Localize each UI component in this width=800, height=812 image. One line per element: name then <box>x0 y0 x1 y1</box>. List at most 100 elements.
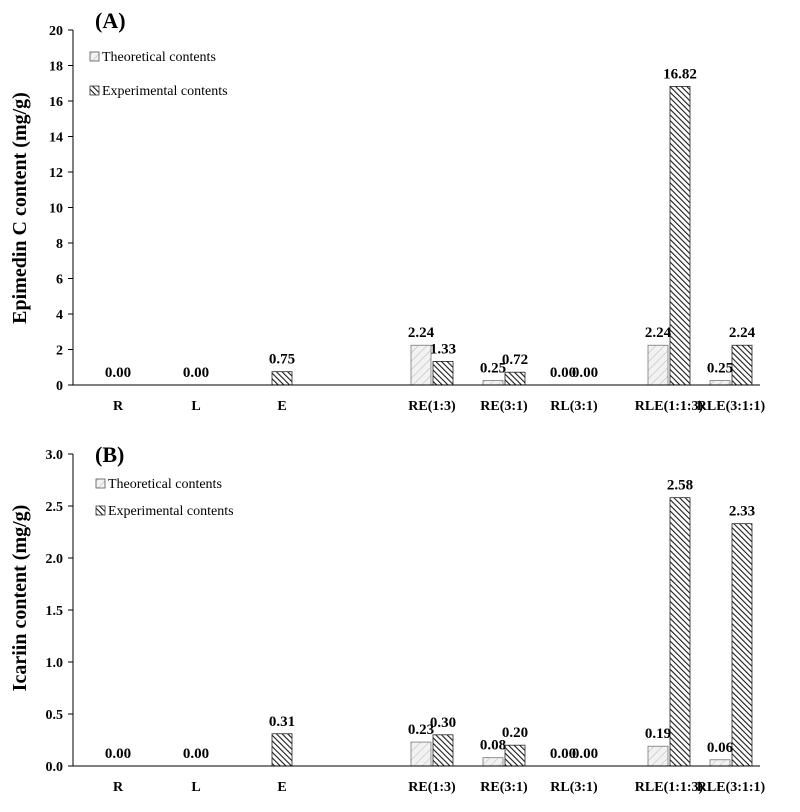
panel-b-legend: Theoretical contents Experimental conten… <box>95 477 234 519</box>
panel-b-legend-theoretical-label: Theoretical contents <box>108 477 222 492</box>
panel-a-category-labels: R L E RE(1:3) RE(3:1) RL(3:1) RLE(1:1:3)RLE(3:… <box>113 399 766 414</box>
panel-a-y-tick-label: 10 <box>49 202 63 217</box>
panel-a-data-label-theoretical: 0.00 <box>550 365 576 381</box>
panel-b-category-label: R <box>113 780 124 795</box>
panel-a-legend-theoretical-label: Theoretical contents <box>102 50 216 65</box>
panel-a-data-label-experimental: 0.00 <box>105 365 131 381</box>
panel-b-bar-theoretical <box>709 759 731 767</box>
panel-a-legend: Theoretical contents Experimental conten… <box>89 50 228 99</box>
panel-b-data-label-experimental: 0.00 <box>105 746 131 762</box>
panel-b-data-label-experimental: 0.31 <box>269 714 295 730</box>
panel-a-y-tick-label: 18 <box>49 60 63 75</box>
panel-b-data-label-experimental: 0.00 <box>572 746 598 762</box>
panel-a-y-tick-label: 12 <box>49 166 63 181</box>
panel-a-y-tick-label: 8 <box>56 237 63 252</box>
panel-b-data-label-theoretical: 0.19 <box>645 726 671 742</box>
panel-a-bar-experimental <box>271 371 293 386</box>
panel-b-category-label: RLE(3:1:1) <box>697 780 766 795</box>
panel-b-bar-experimental <box>669 497 691 767</box>
panel-b-category-label: RE(3:1) <box>480 780 528 795</box>
panel-b-y-tick-label: 2.0 <box>46 552 64 567</box>
panel-a-bar-experimental <box>504 371 526 386</box>
panel-a-y-axis-label: Epimedin C content (mg/g) <box>9 92 31 324</box>
panel-b-bar-experimental <box>504 744 526 767</box>
panel-a-title: (A) <box>95 8 126 33</box>
panel-b-bar-experimental <box>432 734 454 767</box>
panel-b-bar-theoretical <box>647 745 669 767</box>
panel-b-bar-experimental <box>731 523 753 767</box>
panel-a-data-label-theoretical: 0.25 <box>480 361 506 377</box>
panel-a-category-label: L <box>191 399 200 414</box>
panel-b-category-label: RL(3:1) <box>550 780 598 795</box>
panel-a-data-label-experimental: 0.75 <box>269 352 295 368</box>
panel-b-data-label-experimental: 0.30 <box>430 715 456 731</box>
panel-a-category-label: RLE(3:1:1) <box>697 399 766 414</box>
panel-b-data-label-theoretical: 0.08 <box>480 738 506 754</box>
panel-a-data-label-experimental: 0.00 <box>183 365 209 381</box>
panel-b: Icariin content (mg/g) (B) 0.0 0.5 1.0 1.5 2… <box>9 442 766 795</box>
panel-a-y-tick-label: 16 <box>49 95 63 110</box>
panel-b-legend-experimental-label: Experimental contents <box>108 504 234 519</box>
panel-b-y-tick-label: 0.5 <box>46 708 64 723</box>
panel-a-data-label-experimental: 16.82 <box>663 66 697 82</box>
panel-b-legend-experimental-swatch <box>95 505 106 516</box>
panel-a-y-tick-label: 14 <box>49 131 63 146</box>
panel-b-bar-theoretical <box>410 741 432 767</box>
panel-a-y-tick-label: 0 <box>56 379 63 394</box>
panel-a-bar-theoretical <box>482 380 504 386</box>
panel-a-bar-experimental <box>669 86 691 386</box>
panel-a-data-label-experimental: 1.33 <box>430 341 456 357</box>
panel-b-category-label: L <box>191 780 200 795</box>
panel-b-data-label-theoretical: 0.06 <box>707 740 734 756</box>
panel-b-y-ticks: 0.0 0.5 1.0 1.5 2.0 2.5 3.0 <box>46 448 73 775</box>
panel-b-category-label: E <box>277 780 286 795</box>
panel-a-category-label: RLE(1:1:3) <box>635 399 704 414</box>
panel-b-bars <box>271 497 753 767</box>
panel-a-bar-experimental <box>432 360 454 386</box>
panel-a-legend-experimental-swatch <box>89 85 100 96</box>
panel-a-category-label: RE(3:1) <box>480 399 528 414</box>
panel-b-data-label-experimental: 2.33 <box>729 504 755 520</box>
panel-a-category-label: R <box>113 399 124 414</box>
panel-b-y-tick-label: 1.0 <box>46 656 64 671</box>
panel-a: Epimedin C content (mg/g) (A) 0 2 4 6 8 10 12 1… <box>9 8 766 414</box>
panel-a-bar-experimental <box>731 344 753 386</box>
panel-b-y-axis-label: Icariin content (mg/g) <box>9 505 31 692</box>
panel-a-data-label-experimental: 2.24 <box>729 325 756 341</box>
panel-b-data-label-theoretical: 0.00 <box>550 746 576 762</box>
panel-b-legend-theoretical-swatch <box>95 478 106 489</box>
panel-a-bar-theoretical <box>709 380 731 386</box>
panel-b-category-labels: R L E RE(1:3) RE(3:1) RL(3:1) RLE(1:1:3)RLE(3:… <box>113 780 766 795</box>
panel-a-bars <box>271 86 753 386</box>
panel-b-category-label: RLE(1:1:3) <box>635 780 704 795</box>
panel-b-y-tick-label: 2.5 <box>46 500 64 515</box>
panel-a-y-ticks: 0 2 4 6 8 10 12 14 16 18 20 <box>49 24 73 394</box>
panel-b-y-tick-label: 0.0 <box>46 760 64 775</box>
panel-a-y-tick-label: 4 <box>56 308 63 323</box>
panel-b-y-tick-label: 1.5 <box>46 604 64 619</box>
panel-a-y-tick-label: 6 <box>56 273 63 288</box>
panel-a-data-label-theoretical: 0.25 <box>707 361 733 377</box>
panel-a-data-label-experimental: 0.00 <box>572 365 598 381</box>
panel-b-bar-experimental <box>271 733 293 767</box>
panel-a-data-label-theoretical: 2.24 <box>645 325 672 341</box>
panel-b-bar-theoretical <box>482 757 504 767</box>
panel-b-y-tick-label: 3.0 <box>46 448 64 463</box>
panel-a-data-label-theoretical: 2.24 <box>408 325 435 341</box>
panel-b-data-label-theoretical: 0.23 <box>408 722 434 738</box>
panel-a-legend-experimental-label: Experimental contents <box>102 84 228 99</box>
panel-a-legend-theoretical-swatch <box>89 51 100 62</box>
panel-a-category-label: RE(1:3) <box>408 399 456 414</box>
panel-b-data-label-experimental: 0.20 <box>502 725 528 741</box>
panel-b-data-labels: 0.00 0.000.310.230.300.080.200.000.000.19… <box>105 478 755 762</box>
panel-a-data-labels: 0.00 0.000.752.241.330.250.720.000.002.24… <box>105 66 756 381</box>
panel-a-y-tick-label: 2 <box>56 344 63 359</box>
panel-a-category-label: E <box>277 399 286 414</box>
panel-b-data-label-experimental: 0.00 <box>183 746 209 762</box>
panel-a-bar-theoretical <box>410 344 432 386</box>
panel-b-data-label-experimental: 2.58 <box>667 478 693 494</box>
panel-b-category-label: RE(1:3) <box>408 780 456 795</box>
panel-a-y-tick-label: 20 <box>49 24 63 39</box>
panel-a-category-label: RL(3:1) <box>550 399 598 414</box>
